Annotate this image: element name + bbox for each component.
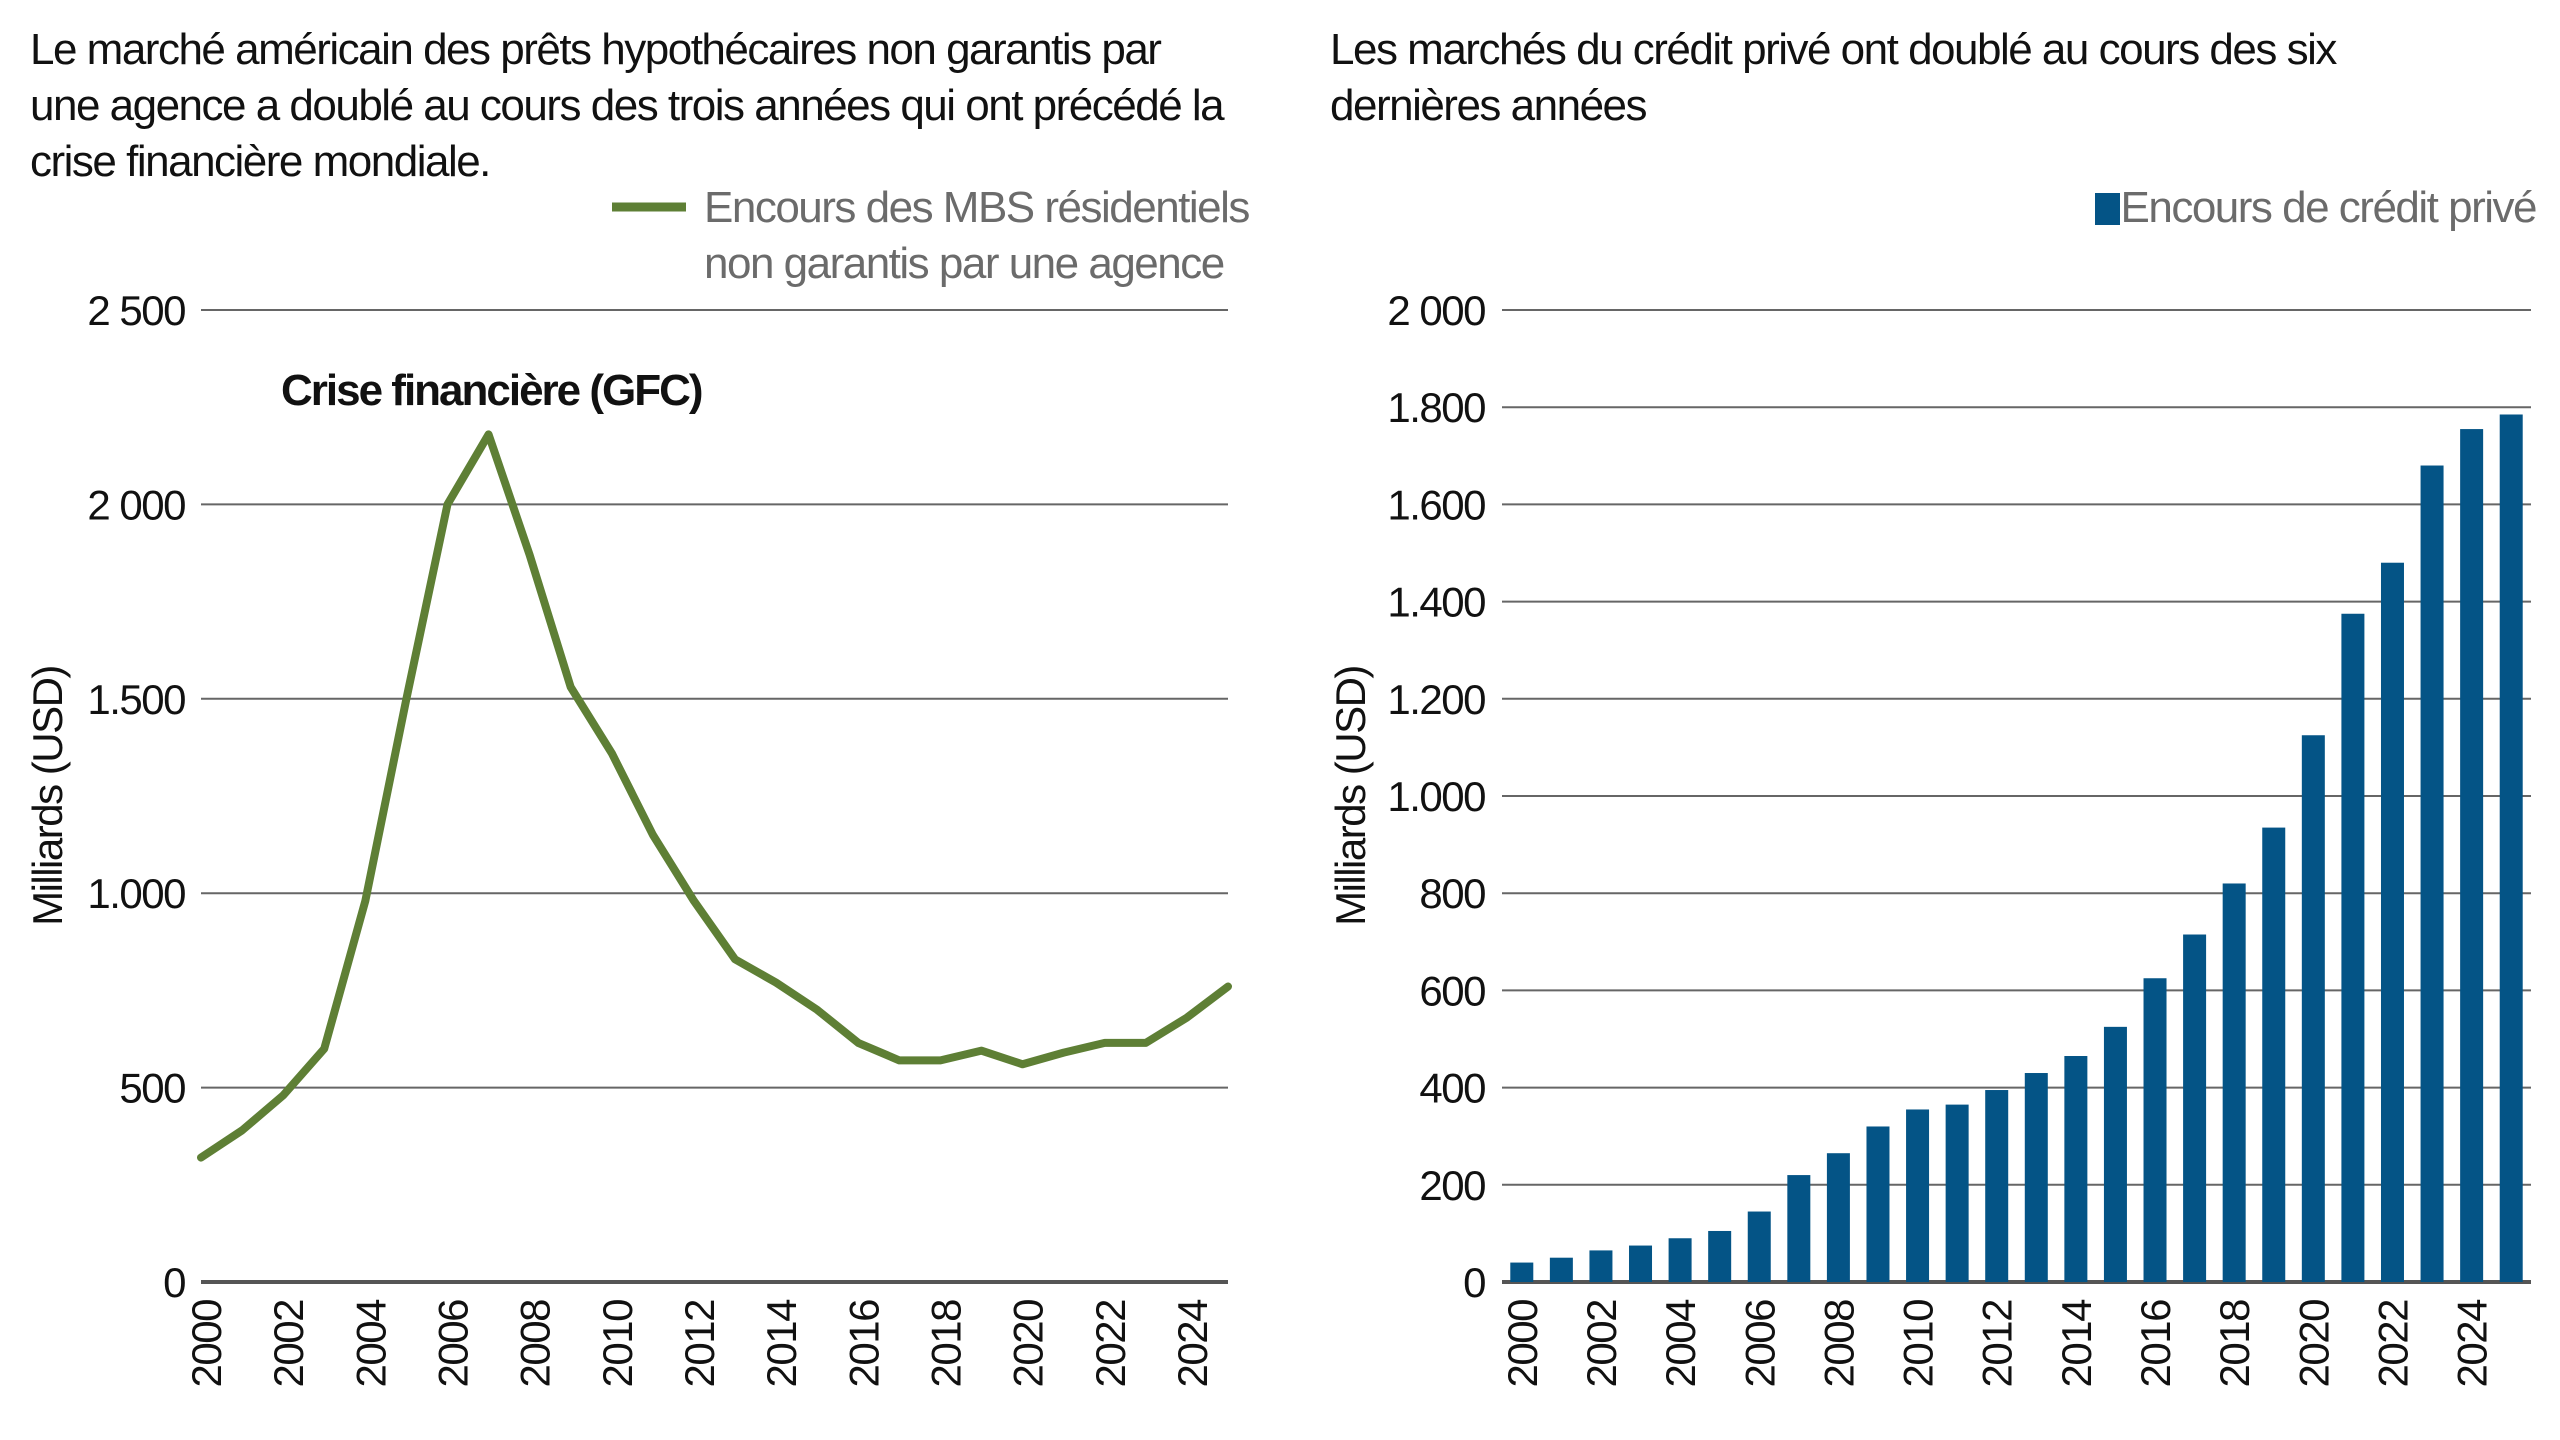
right-bar	[1906, 1109, 1930, 1282]
right-ytick-label: 1.000	[1387, 773, 1485, 820]
left-xtick-label: 2010	[594, 1300, 641, 1388]
right-legend-swatch	[2095, 193, 2120, 225]
right-bar	[2341, 613, 2365, 1282]
right-y-axis-label: Milliards (USD)	[1327, 666, 1374, 926]
left-xtick-label: 2002	[265, 1300, 312, 1388]
right-bar	[2380, 562, 2404, 1282]
right-bar	[1589, 1250, 1613, 1282]
right-legend-label: Encours de crédit privé	[2120, 183, 2538, 232]
left-legend-label-line1: Encours des MBS résidentiels	[704, 183, 1250, 232]
right-bar	[2262, 827, 2286, 1282]
right-bar	[1866, 1126, 1890, 1282]
left-ytick-label: 1.000	[87, 870, 185, 917]
gfc-annotation: Crise financière (GFC)	[281, 366, 702, 415]
right-xtick-label: 2000	[1499, 1300, 1546, 1388]
right-bar	[2420, 465, 2444, 1282]
right-ytick-label: 0	[1463, 1259, 1485, 1306]
right-xtick-label: 2002	[1578, 1300, 1625, 1388]
left-xtick-label: 2012	[676, 1300, 723, 1388]
right-bar	[2183, 934, 2207, 1282]
right-bar	[2143, 978, 2167, 1282]
right-xtick-label: 2016	[2132, 1300, 2179, 1388]
left-xtick-label: 2024	[1169, 1299, 1216, 1388]
right-ytick-label: 600	[1419, 967, 1485, 1014]
left-ytick-label: 500	[119, 1065, 185, 1112]
right-xtick-label: 2018	[2211, 1300, 2258, 1388]
left-ytick-label: 1.500	[87, 676, 185, 723]
right-xtick-label: 2010	[1895, 1300, 1942, 1388]
right-xtick-label: 2014	[2053, 1299, 2100, 1388]
right-bar	[2103, 1026, 2127, 1282]
right-bar	[1510, 1262, 1534, 1282]
right-ytick-label: 200	[1419, 1162, 1485, 1209]
left-ytick-label: 2 500	[87, 287, 185, 334]
left-xtick-label: 2000	[183, 1300, 230, 1388]
left-xtick-label: 2018	[922, 1300, 969, 1388]
right-xtick-label: 2008	[1815, 1300, 1862, 1388]
right-bar	[1945, 1104, 1969, 1282]
left-xtick-label: 2016	[840, 1300, 887, 1388]
left-xtick-label: 2004	[347, 1299, 394, 1388]
left-xtick-label: 2020	[1005, 1300, 1052, 1388]
right-xtick-label: 2024	[2449, 1299, 2496, 1388]
left-series-line	[197, 430, 1232, 1162]
left-xtick-label: 2006	[429, 1300, 476, 1388]
right-bar	[1668, 1238, 1692, 1282]
right-bar	[1985, 1090, 2009, 1282]
right-bar	[1747, 1211, 1771, 1282]
left-legend-label-line2: non garantis par une agence	[704, 239, 1225, 288]
right-bar	[2301, 735, 2325, 1282]
right-bar	[2460, 429, 2484, 1282]
right-xtick-label: 2020	[2290, 1300, 2337, 1388]
right-xtick-label: 2004	[1657, 1299, 1704, 1388]
left-xtick-label: 2022	[1087, 1300, 1134, 1388]
left-ytick-label: 2 000	[87, 481, 185, 528]
right-ytick-label: 2 000	[1387, 287, 1485, 334]
left-y-axis-label: Milliards (USD)	[24, 666, 71, 926]
right-ytick-label: 400	[1419, 1065, 1485, 1112]
right-ytick-label: 1.800	[1387, 384, 1485, 431]
right-bar	[2499, 414, 2523, 1282]
right-xtick-label: 2006	[1736, 1300, 1783, 1388]
right-ytick-label: 1.600	[1387, 481, 1485, 528]
right-bar	[1629, 1245, 1653, 1282]
right-xtick-label: 2022	[2369, 1300, 2416, 1388]
right-bar	[2024, 1073, 2048, 1282]
right-bar	[1708, 1230, 1732, 1282]
left-xtick-label: 2008	[512, 1300, 559, 1388]
right-chart-title: Les marchés du crédit privé ont doublé a…	[1330, 25, 2337, 130]
left-xtick-label: 2014	[758, 1299, 805, 1388]
right-ytick-label: 1.400	[1387, 579, 1485, 626]
right-bar	[1549, 1257, 1573, 1282]
right-bar	[1826, 1153, 1850, 1282]
right-bar	[2222, 883, 2246, 1282]
right-bar	[2064, 1056, 2088, 1282]
left-ytick-label: 0	[163, 1259, 185, 1306]
left-chart-title: Le marché américain des prêts hypothécai…	[30, 25, 1225, 186]
right-bar	[1787, 1175, 1811, 1282]
right-ytick-label: 800	[1419, 870, 1485, 917]
right-xtick-label: 2012	[1974, 1300, 2021, 1388]
right-ytick-label: 1.200	[1387, 676, 1485, 723]
